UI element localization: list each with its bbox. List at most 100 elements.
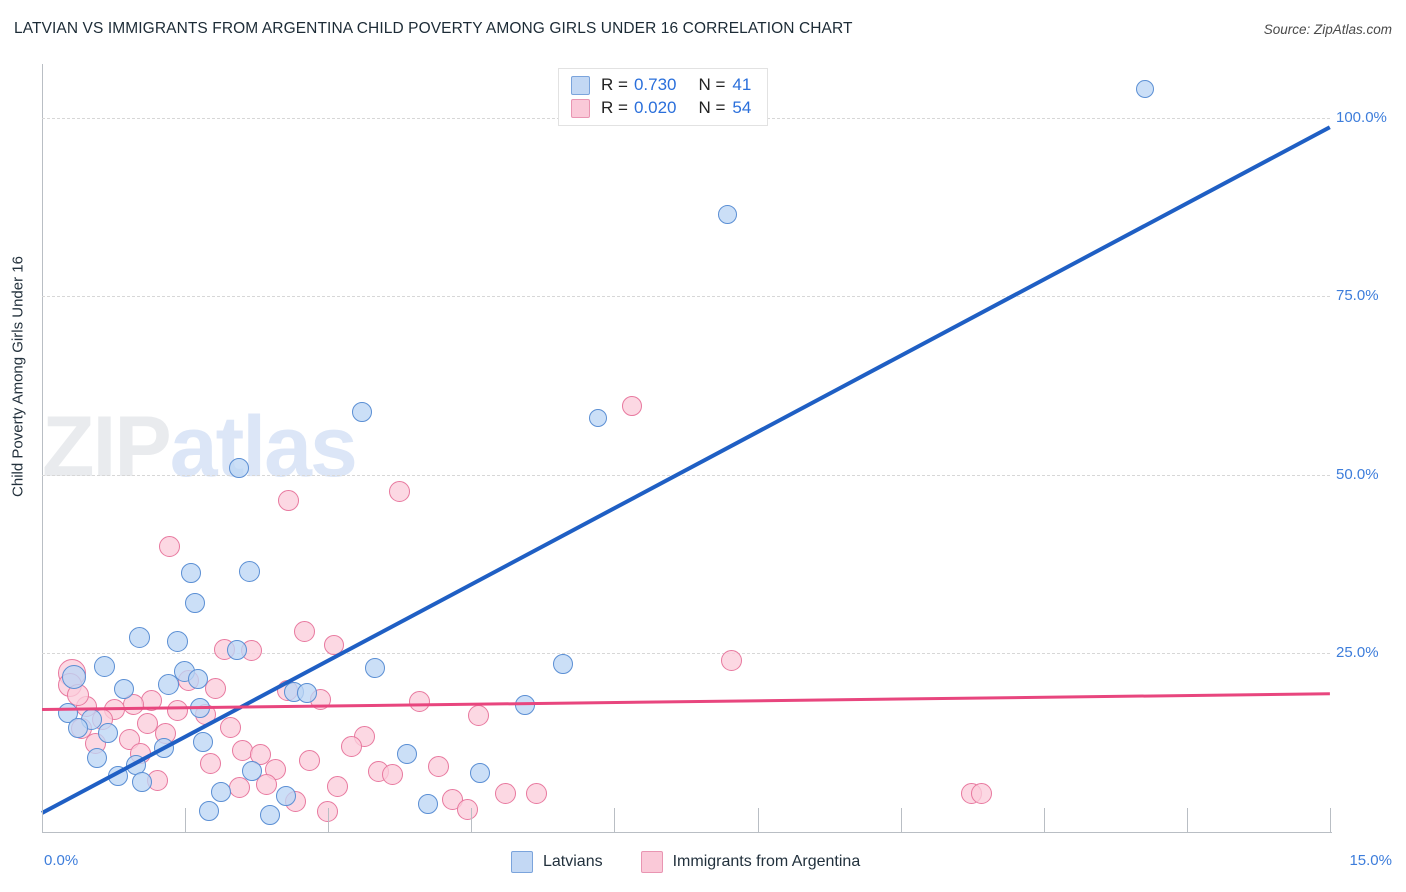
scatter-point[interactable] bbox=[204, 677, 226, 699]
stats-swatch-latvians bbox=[571, 75, 590, 95]
scatter-point[interactable] bbox=[326, 775, 348, 797]
legend-item-latvians[interactable]: Latvians bbox=[511, 851, 603, 873]
stats-r-label-latvians: R = bbox=[601, 75, 628, 94]
trendline-argentina bbox=[41, 691, 1331, 711]
scatter-point[interactable] bbox=[388, 481, 410, 503]
scatter-point[interactable] bbox=[589, 408, 608, 427]
scatter-point[interactable] bbox=[469, 763, 490, 784]
y-axis-tick-label: 25.0% bbox=[1336, 644, 1379, 662]
scatter-point[interactable] bbox=[323, 634, 344, 655]
scatter-point[interactable] bbox=[621, 396, 642, 417]
scatter-point[interactable] bbox=[250, 744, 272, 766]
scatter-point[interactable] bbox=[514, 694, 535, 715]
scatter-point[interactable] bbox=[352, 401, 373, 422]
page-title: LATVIAN VS IMMIGRANTS FROM ARGENTINA CHI… bbox=[14, 20, 853, 37]
scatter-point[interactable] bbox=[256, 774, 278, 796]
stats-n-value-latvians: 41 bbox=[732, 75, 752, 94]
stats-n-label-latvians: N = bbox=[698, 75, 726, 94]
scatter-point[interactable] bbox=[107, 766, 128, 787]
scatter-point[interactable] bbox=[137, 712, 159, 734]
y-axis-tick-label: 50.0% bbox=[1336, 465, 1379, 483]
x-axis-tick bbox=[1186, 808, 1188, 832]
watermark-atlas: atlas bbox=[169, 399, 358, 495]
x-axis-tick bbox=[900, 808, 902, 832]
scatter-point[interactable] bbox=[199, 800, 220, 821]
plot-area: ZIPatlas bbox=[41, 64, 1331, 832]
stats-swatch-argentina bbox=[571, 98, 590, 118]
scatter-point[interactable] bbox=[428, 755, 450, 777]
scatter-point[interactable] bbox=[242, 760, 263, 781]
y-axis-tick-label: 75.0% bbox=[1336, 287, 1379, 305]
scatter-point[interactable] bbox=[68, 717, 89, 738]
scatter-point[interactable] bbox=[456, 798, 478, 820]
scatter-point[interactable] bbox=[1136, 80, 1155, 98]
scatter-point[interactable] bbox=[153, 737, 174, 758]
scatter-point[interactable] bbox=[132, 771, 153, 792]
scatter-point[interactable] bbox=[228, 777, 250, 799]
scatter-point[interactable] bbox=[970, 782, 992, 804]
scatter-point[interactable] bbox=[417, 794, 438, 815]
scatter-point[interactable] bbox=[199, 752, 221, 774]
scatter-point[interactable] bbox=[86, 747, 107, 768]
x-axis-line bbox=[42, 832, 1332, 833]
legend-swatch-argentina bbox=[640, 851, 663, 873]
watermark-zip: ZIP bbox=[42, 399, 172, 495]
scatter-point[interactable] bbox=[299, 750, 321, 772]
legend-item-argentina[interactable]: Immigrants from Argentina bbox=[640, 851, 861, 873]
scatter-point[interactable] bbox=[158, 535, 180, 557]
x-axis-tick bbox=[471, 808, 473, 832]
scatter-point[interactable] bbox=[260, 804, 281, 825]
scatter-point[interactable] bbox=[316, 801, 338, 823]
scatter-point[interactable] bbox=[297, 683, 318, 704]
scatter-point[interactable] bbox=[277, 490, 299, 511]
scatter-point[interactable] bbox=[184, 593, 205, 614]
gridline bbox=[42, 653, 1330, 655]
scatter-point[interactable] bbox=[467, 705, 489, 727]
scatter-point[interactable] bbox=[381, 764, 403, 786]
stats-row-latvians: R = 0.730 N = 41 bbox=[571, 75, 751, 95]
stats-n-value-argentina: 54 bbox=[732, 98, 752, 117]
y-axis-tick-label: 100.0% bbox=[1336, 108, 1387, 126]
scatter-point[interactable] bbox=[220, 717, 242, 739]
correlation-stats-box: R = 0.730 N = 41 R = 0.020 N = 54 bbox=[558, 68, 769, 126]
scatter-point[interactable] bbox=[717, 204, 737, 224]
stats-n-label-argentina: N = bbox=[698, 98, 726, 117]
stats-row-argentina: R = 0.020 N = 54 bbox=[571, 98, 751, 118]
x-axis-min-label: 0.0% bbox=[44, 852, 79, 869]
scatter-point[interactable] bbox=[167, 631, 189, 653]
x-axis-tick bbox=[185, 808, 187, 832]
scatter-point[interactable] bbox=[167, 700, 189, 722]
scatter-point[interactable] bbox=[294, 621, 316, 643]
scatter-point[interactable] bbox=[113, 679, 134, 700]
x-axis-tick bbox=[1043, 808, 1045, 832]
scatter-point[interactable] bbox=[229, 457, 250, 478]
x-axis-tick bbox=[614, 808, 616, 832]
scatter-point[interactable] bbox=[409, 690, 431, 712]
scatter-point[interactable] bbox=[94, 655, 116, 677]
scatter-point[interactable] bbox=[98, 723, 119, 744]
scatter-point[interactable] bbox=[396, 744, 417, 765]
legend-label-argentina: Immigrants from Argentina bbox=[672, 853, 861, 870]
watermark: ZIPatlas bbox=[42, 398, 358, 497]
scatter-point[interactable] bbox=[721, 650, 742, 672]
scatter-point[interactable] bbox=[188, 669, 209, 690]
scatter-point[interactable] bbox=[239, 560, 261, 582]
scatter-point[interactable] bbox=[210, 781, 231, 802]
scatter-point[interactable] bbox=[526, 782, 548, 804]
scatter-point[interactable] bbox=[61, 664, 86, 689]
scatter-point[interactable] bbox=[340, 735, 362, 757]
scatter-point[interactable] bbox=[128, 627, 150, 649]
scatter-point[interactable] bbox=[189, 697, 210, 718]
scatter-point[interactable] bbox=[157, 674, 179, 696]
legend-label-latvians: Latvians bbox=[543, 853, 603, 870]
scatter-point[interactable] bbox=[495, 782, 517, 804]
scatter-point[interactable] bbox=[193, 731, 214, 752]
gridline bbox=[42, 296, 1330, 298]
y-axis-title: Child Poverty Among Girls Under 16 bbox=[9, 256, 27, 497]
scatter-point[interactable] bbox=[553, 654, 574, 675]
scatter-point[interactable] bbox=[226, 639, 247, 660]
scatter-point[interactable] bbox=[365, 657, 386, 678]
scatter-point[interactable] bbox=[180, 563, 201, 584]
scatter-point[interactable] bbox=[275, 786, 296, 807]
